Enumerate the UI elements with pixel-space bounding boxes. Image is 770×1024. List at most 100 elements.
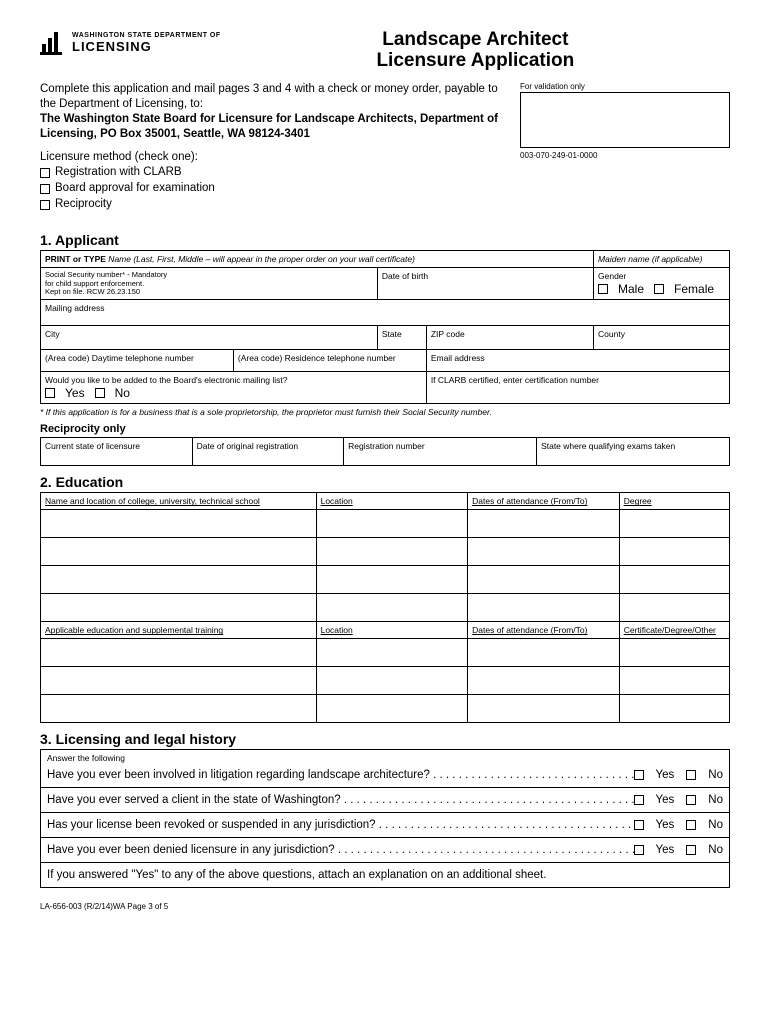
dept-name-bottom: LICENSING	[72, 39, 221, 54]
edu-h7: Dates of attendance (From/To)	[468, 622, 620, 639]
checkbox-q2-no[interactable]	[686, 795, 696, 805]
edu-cell[interactable]	[316, 667, 468, 695]
checkbox-q1-no[interactable]	[686, 770, 696, 780]
checkbox-q4-yes[interactable]	[634, 845, 644, 855]
edu-h6: Location	[316, 622, 468, 639]
checkbox-q2-yes[interactable]	[634, 795, 644, 805]
intro-line1: Complete this application and mail pages…	[40, 83, 498, 110]
cell-residence-phone[interactable]: (Area code) Residence telephone number	[233, 350, 426, 372]
edu-cell[interactable]	[316, 538, 468, 566]
cell-state[interactable]: State	[377, 326, 426, 350]
legal-answer-label: Answer the following	[41, 750, 729, 763]
edu-cell[interactable]	[316, 594, 468, 622]
checkbox-clarb[interactable]	[40, 168, 50, 178]
checkbox-q4-no[interactable]	[686, 845, 696, 855]
edu-cell[interactable]	[619, 538, 729, 566]
intro-line2: The Washington State Board for Licensure…	[40, 113, 498, 140]
legal-q1: Have you ever been involved in litigatio…	[47, 769, 430, 781]
title-line2: Licensure Application	[376, 50, 574, 71]
checkbox-maillist-no[interactable]	[95, 388, 105, 398]
edu-h2: Location	[316, 493, 468, 510]
ssn-footnote: * If this application is for a business …	[40, 407, 730, 417]
cell-county[interactable]: County	[594, 326, 730, 350]
cell-daytime-phone[interactable]: (Area code) Daytime telephone number	[41, 350, 234, 372]
edu-h8: Certificate/Degree/Other	[619, 622, 729, 639]
cell-gender: Gender Male Female	[594, 268, 730, 300]
education-table: Name and location of college, university…	[40, 492, 730, 723]
edu-cell[interactable]	[41, 538, 317, 566]
cell-maiden[interactable]: Maiden name (if applicable)	[594, 251, 730, 268]
checkbox-female[interactable]	[654, 284, 664, 294]
method-opt1: Registration with CLARB	[55, 165, 182, 180]
edu-cell[interactable]	[41, 695, 317, 723]
edu-cell[interactable]	[41, 566, 317, 594]
reciprocity-title: Reciprocity only	[40, 423, 730, 435]
validation-code: 003-070-249-01-0000	[520, 151, 730, 160]
edu-cell[interactable]	[316, 639, 468, 667]
edu-cell[interactable]	[619, 566, 729, 594]
checkbox-q3-no[interactable]	[686, 820, 696, 830]
logo-block: WASHINGTON STATE DEPARTMENT OF LICENSING	[40, 30, 221, 56]
method-opt3: Reciprocity	[55, 197, 112, 212]
edu-h4: Degree	[619, 493, 729, 510]
cell-recip-state[interactable]: Current state of licensure	[41, 438, 193, 466]
edu-cell[interactable]	[468, 566, 620, 594]
edu-cell[interactable]	[619, 695, 729, 723]
cell-mailing[interactable]: Mailing address	[41, 300, 730, 326]
title-line1: Landscape Architect	[382, 29, 568, 50]
legal-box: Answer the following Have you ever been …	[40, 749, 730, 888]
edu-cell[interactable]	[468, 639, 620, 667]
legal-q3: Has your license been revoked or suspend…	[47, 819, 376, 831]
edu-cell[interactable]	[619, 667, 729, 695]
edu-cell[interactable]	[468, 538, 620, 566]
edu-h5: Applicable education and supplemental tr…	[41, 622, 317, 639]
validation-box: For validation only 003-070-249-01-0000	[520, 82, 730, 225]
legal-note: If you answered "Yes" to any of the abov…	[47, 869, 546, 881]
dol-logo-icon	[40, 30, 66, 56]
edu-cell[interactable]	[316, 566, 468, 594]
checkbox-board-approval[interactable]	[40, 184, 50, 194]
edu-h1: Name and location of college, university…	[41, 493, 317, 510]
cell-dob[interactable]: Date of birth	[377, 268, 593, 300]
checkbox-male[interactable]	[598, 284, 608, 294]
cell-recip-date[interactable]: Date of original registration	[192, 438, 344, 466]
cell-name[interactable]: PRINT or TYPE Name (Last, First, Middle …	[41, 251, 594, 268]
edu-cell[interactable]	[316, 510, 468, 538]
edu-cell[interactable]	[468, 667, 620, 695]
edu-cell[interactable]	[619, 510, 729, 538]
edu-cell[interactable]	[468, 594, 620, 622]
edu-h3: Dates of attendance (From/To)	[468, 493, 620, 510]
validation-area	[520, 93, 730, 148]
applicant-table: PRINT or TYPE Name (Last, First, Middle …	[40, 250, 730, 404]
edu-cell[interactable]	[468, 510, 620, 538]
edu-cell[interactable]	[41, 667, 317, 695]
title-block: Landscape Architect Licensure Applicatio…	[221, 30, 730, 72]
method-opt2: Board approval for examination	[55, 181, 215, 196]
legal-q4: Have you ever been denied licensure in a…	[47, 844, 335, 856]
edu-cell[interactable]	[41, 594, 317, 622]
cell-recip-examstate[interactable]: State where qualifying exams taken	[537, 438, 730, 466]
edu-cell[interactable]	[316, 695, 468, 723]
checkbox-maillist-yes[interactable]	[45, 388, 55, 398]
page-footer: LA-656-003 (R/2/14)WA Page 3 of 5	[40, 902, 730, 911]
cell-email[interactable]: Email address	[426, 350, 729, 372]
section-1-title: 1. Applicant	[40, 232, 730, 248]
validation-label: For validation only	[520, 82, 730, 93]
dept-name-top: WASHINGTON STATE DEPARTMENT OF	[72, 32, 221, 39]
section-2-title: 2. Education	[40, 474, 730, 490]
edu-cell[interactable]	[619, 594, 729, 622]
cell-recip-regnum[interactable]: Registration number	[344, 438, 537, 466]
checkbox-q1-yes[interactable]	[634, 770, 644, 780]
checkbox-q3-yes[interactable]	[634, 820, 644, 830]
cell-city[interactable]: City	[41, 326, 378, 350]
edu-cell[interactable]	[468, 695, 620, 723]
page-header: WASHINGTON STATE DEPARTMENT OF LICENSING…	[40, 30, 730, 72]
cell-zip[interactable]: ZIP code	[426, 326, 593, 350]
checkbox-reciprocity[interactable]	[40, 200, 50, 210]
cell-clarb-cert[interactable]: If CLARB certified, enter certification …	[426, 372, 729, 404]
edu-cell[interactable]	[41, 510, 317, 538]
reciprocity-table: Current state of licensure Date of origi…	[40, 437, 730, 466]
edu-cell[interactable]	[619, 639, 729, 667]
edu-cell[interactable]	[41, 639, 317, 667]
cell-ssn[interactable]: Social Security number* - Mandatory for …	[41, 268, 378, 300]
